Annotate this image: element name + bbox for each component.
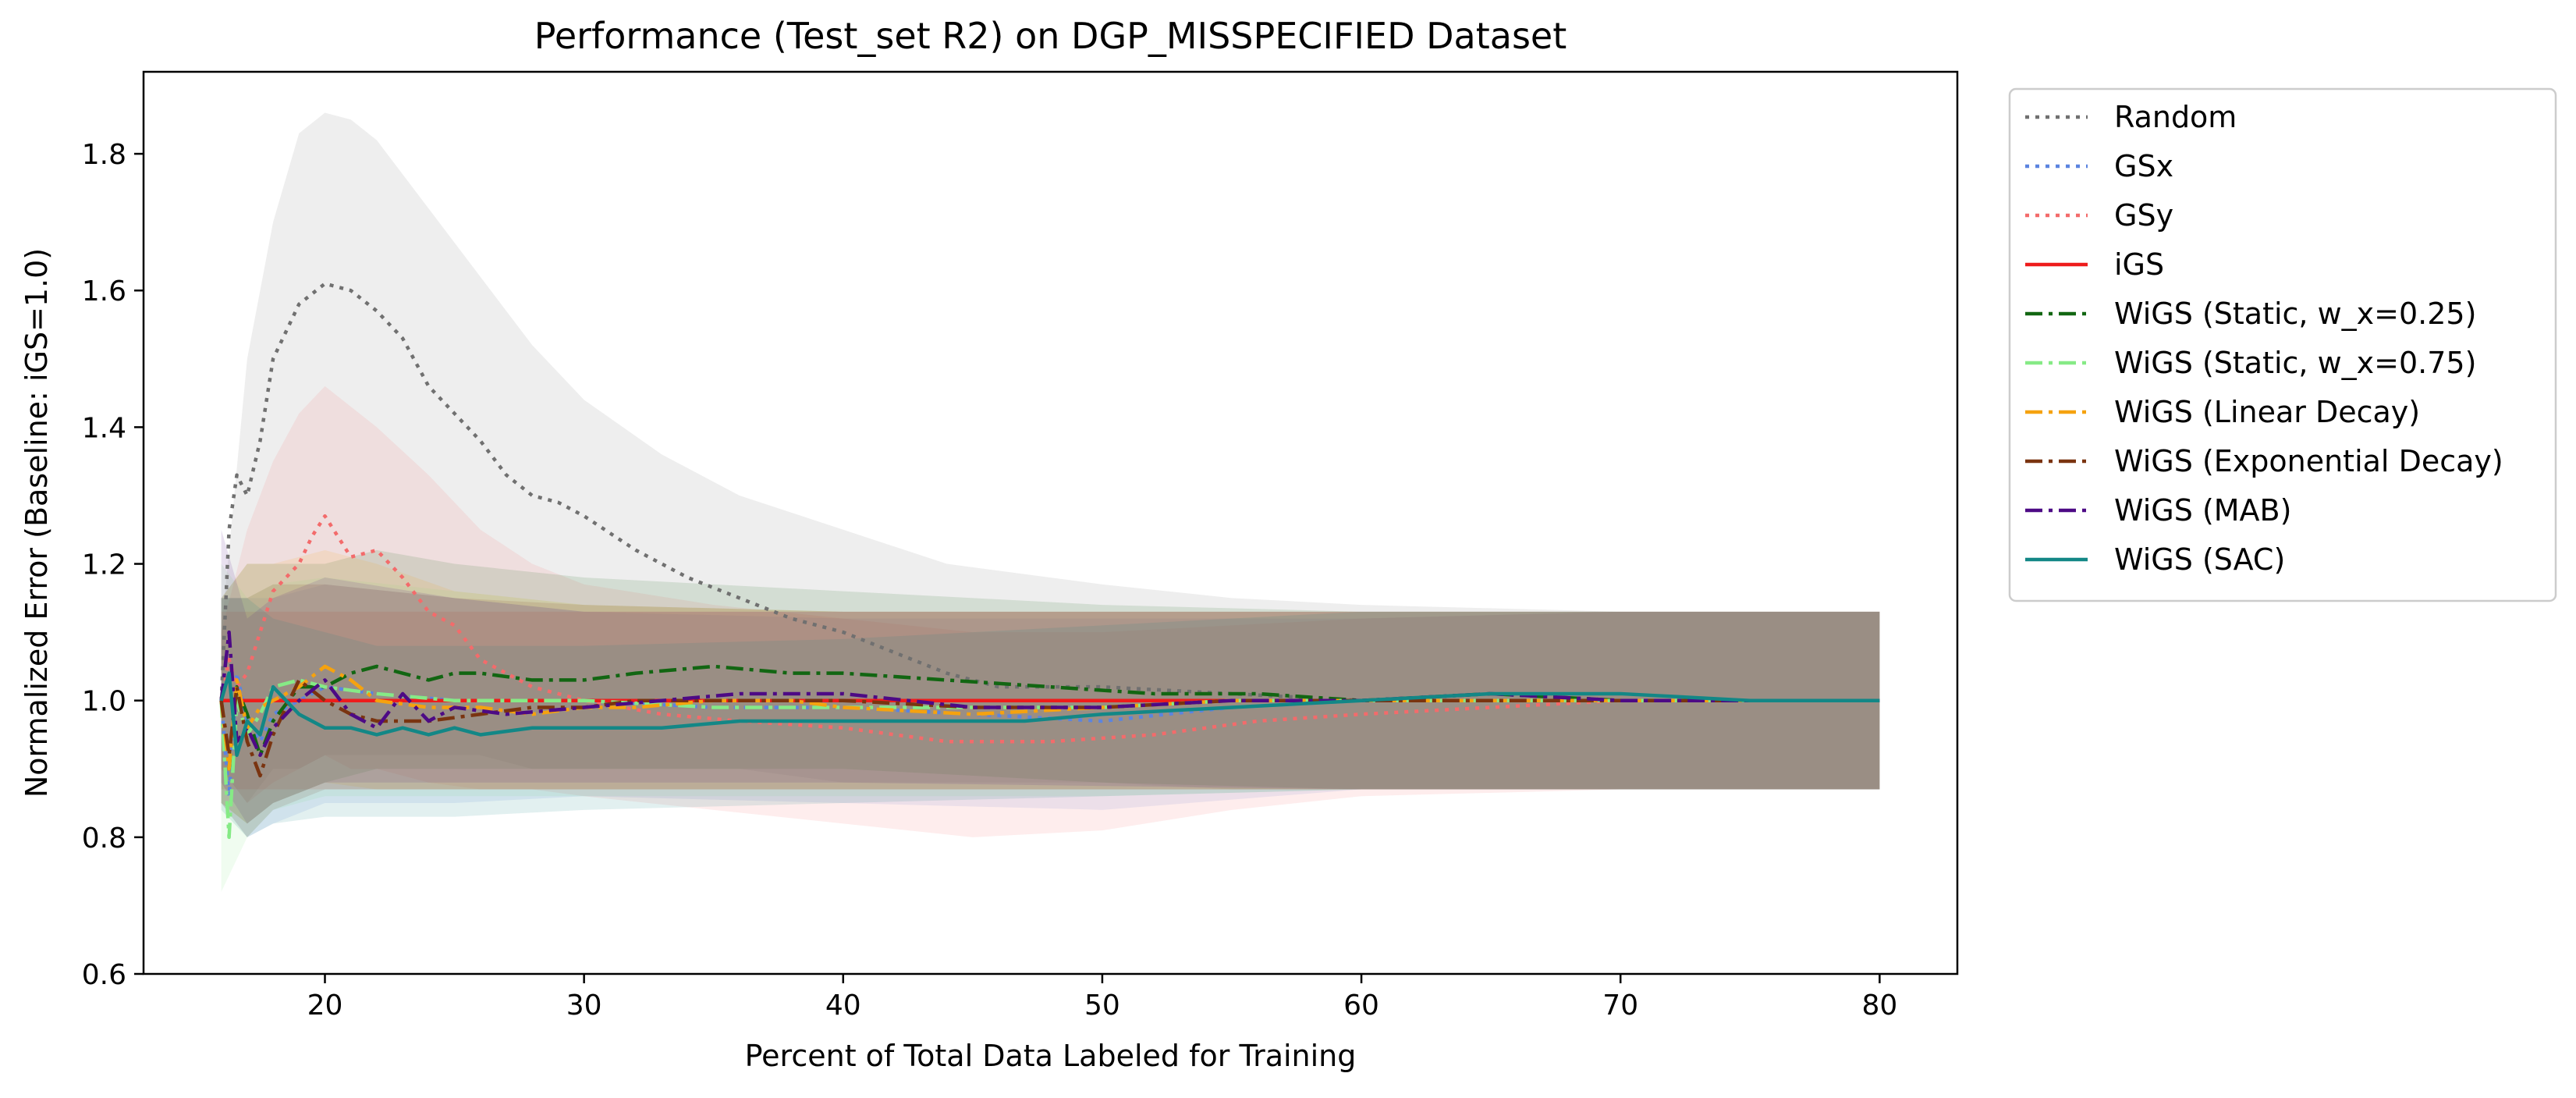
confidence-band xyxy=(221,550,1880,824)
legend-label: WiGS (Static, w_x=0.75) xyxy=(2114,346,2476,380)
x-tick-label: 30 xyxy=(566,990,602,1022)
chart-title: Performance (Test_set R2) on DGP_MISSPEC… xyxy=(534,15,1567,57)
x-axis-ticks: 20 30 40 50 60 70 80 xyxy=(307,974,1897,1022)
x-tick-label: 40 xyxy=(825,990,861,1022)
confidence-bands xyxy=(221,112,1880,892)
legend-label: WiGS (SAC) xyxy=(2114,542,2285,577)
legend-label: WiGS (Exponential Decay) xyxy=(2114,444,2503,478)
legend-label: WiGS (Linear Decay) xyxy=(2114,395,2420,429)
y-tick-label: 0.8 xyxy=(82,823,126,855)
legend-label: GSx xyxy=(2114,149,2173,183)
confidence-band xyxy=(221,386,1880,837)
y-tick-label: 0.6 xyxy=(82,959,126,991)
y-tick-label: 1.0 xyxy=(82,686,126,718)
y-tick-label: 1.2 xyxy=(82,549,126,581)
legend-label: WiGS (Static, w_x=0.25) xyxy=(2114,297,2476,331)
legend-label: GSy xyxy=(2114,198,2173,233)
series-line xyxy=(219,630,1880,758)
x-tick-label: 50 xyxy=(1084,990,1120,1022)
series-lines xyxy=(219,282,1880,840)
legend-box xyxy=(2008,87,2557,602)
x-tick-label: 70 xyxy=(1602,990,1638,1022)
x-axis-label: Percent of Total Data Labeled for Traini… xyxy=(745,1039,1357,1073)
y-tick-label: 1.4 xyxy=(82,412,126,444)
legend: Random GSx GSy iGS WiGS (Static, w_x=0.25) Wi… xyxy=(2008,87,2557,602)
confidence-band xyxy=(221,112,1880,804)
x-tick-label: 80 xyxy=(1861,990,1897,1022)
series-line xyxy=(219,678,1880,778)
confidence-band xyxy=(221,550,1880,824)
x-tick-label: 20 xyxy=(307,990,343,1022)
series-line xyxy=(219,282,1880,702)
series-line xyxy=(219,671,1880,758)
legend-label: iGS xyxy=(2114,247,2164,282)
y-axis-label: Normalized Error (Baseline: iGS=1.0) xyxy=(20,248,54,798)
plot-frame xyxy=(142,70,1959,975)
confidence-band xyxy=(221,563,1880,892)
y-tick-label: 1.8 xyxy=(82,139,126,171)
x-tick-label: 60 xyxy=(1343,990,1379,1022)
y-axis-ticks: 0.6 0.8 1.0 1.2 1.4 1.6 1.8 xyxy=(82,139,144,991)
confidence-band xyxy=(221,529,1880,824)
y-tick-label: 1.6 xyxy=(82,275,126,307)
legend-label: WiGS (MAB) xyxy=(2114,493,2291,528)
legend-label: Random xyxy=(2114,100,2237,134)
